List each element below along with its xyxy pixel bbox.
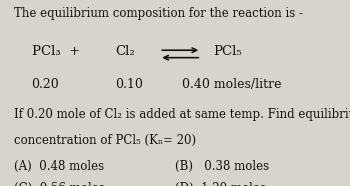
Text: PCl₅: PCl₅ [214, 45, 242, 58]
Text: (D)  1.20 moles: (D) 1.20 moles [175, 182, 266, 186]
Text: PCl₃  +: PCl₃ + [32, 45, 80, 58]
Text: 0.10: 0.10 [116, 78, 144, 91]
Text: The equilibrium composition for the reaction is -: The equilibrium composition for the reac… [14, 7, 303, 20]
Text: 0.20: 0.20 [32, 78, 59, 91]
Text: (A)  0.48 moles: (A) 0.48 moles [14, 160, 104, 173]
Text: Cl₂: Cl₂ [116, 45, 135, 58]
Text: 0.40 moles/litre: 0.40 moles/litre [182, 78, 281, 91]
Text: (B)   0.38 moles: (B) 0.38 moles [175, 160, 269, 173]
Text: concentration of PCl₅ (Kₙ= 20): concentration of PCl₅ (Kₙ= 20) [14, 134, 196, 147]
Text: (C)  0.56 moles: (C) 0.56 moles [14, 182, 105, 186]
Text: If 0.20 mole of Cl₂ is added at same temp. Find equilibrium: If 0.20 mole of Cl₂ is added at same tem… [14, 108, 350, 121]
